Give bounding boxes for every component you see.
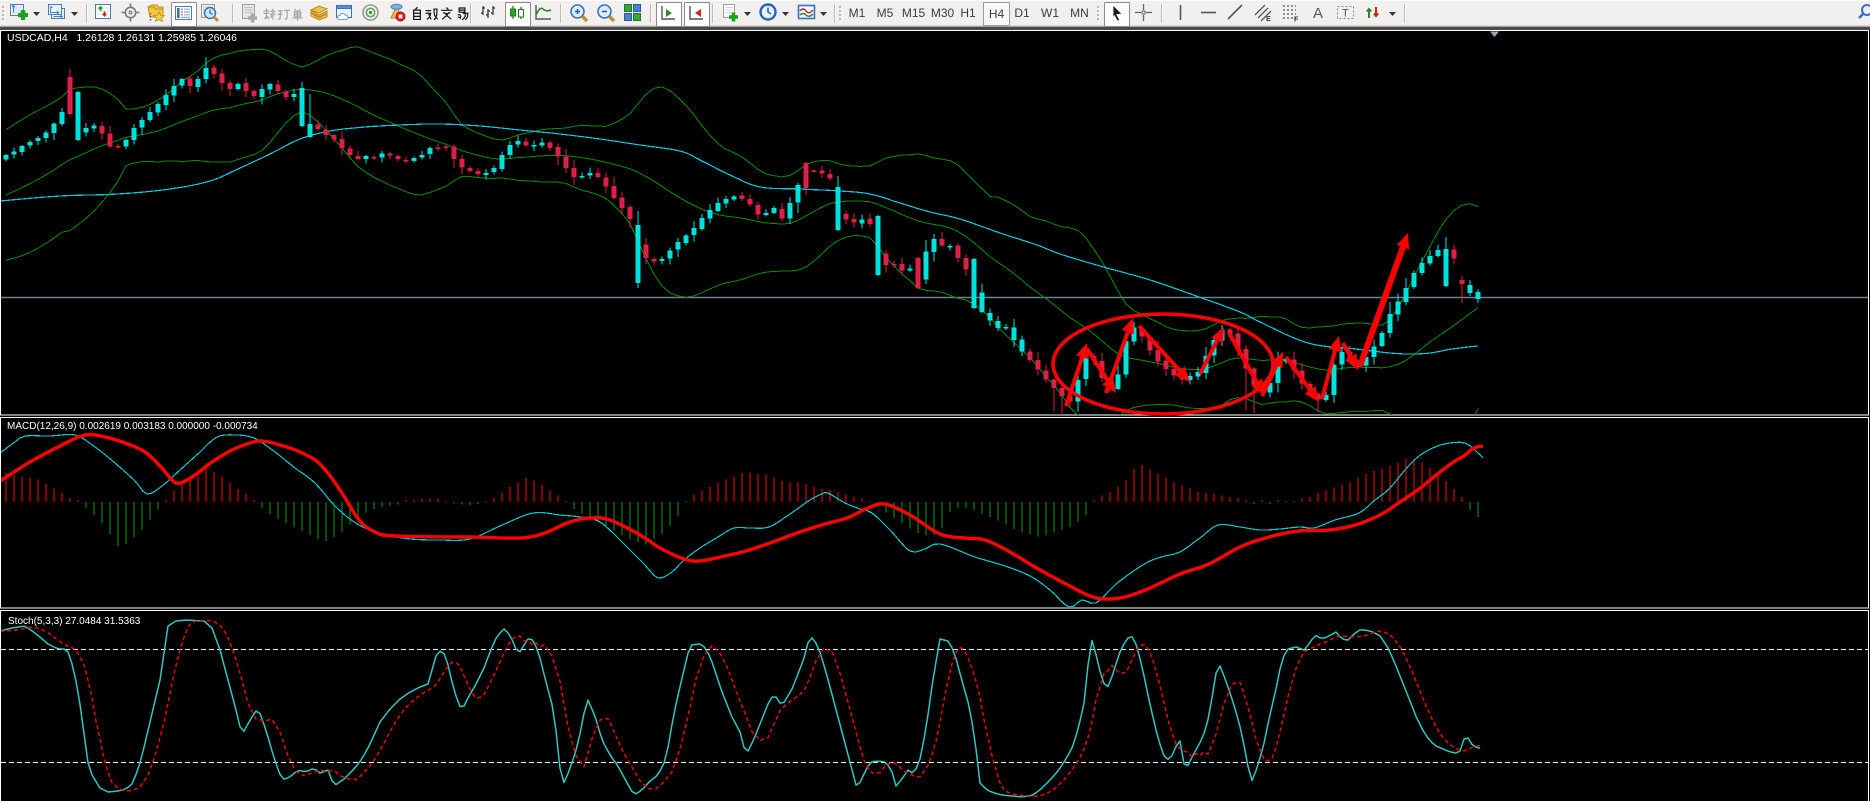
svg-text:MACD(12,26,9) 0.002619 0.00318: MACD(12,26,9) 0.002619 0.003183 0.000000… (7, 421, 258, 432)
svg-text:F: F (1294, 17, 1299, 24)
svg-text:Stoch(5,3,3) 27.0484 31.5363: Stoch(5,3,3) 27.0484 31.5363 (8, 616, 141, 627)
svg-text:T: T (1342, 8, 1349, 20)
svg-text:USDCAD,H4 1.26128 1.26131 1.: USDCAD,H4 1.26128 1.26131 1.25985 1.2604… (7, 32, 237, 44)
svg-text:E: E (1266, 16, 1271, 23)
svg-text:A: A (1313, 5, 1323, 22)
